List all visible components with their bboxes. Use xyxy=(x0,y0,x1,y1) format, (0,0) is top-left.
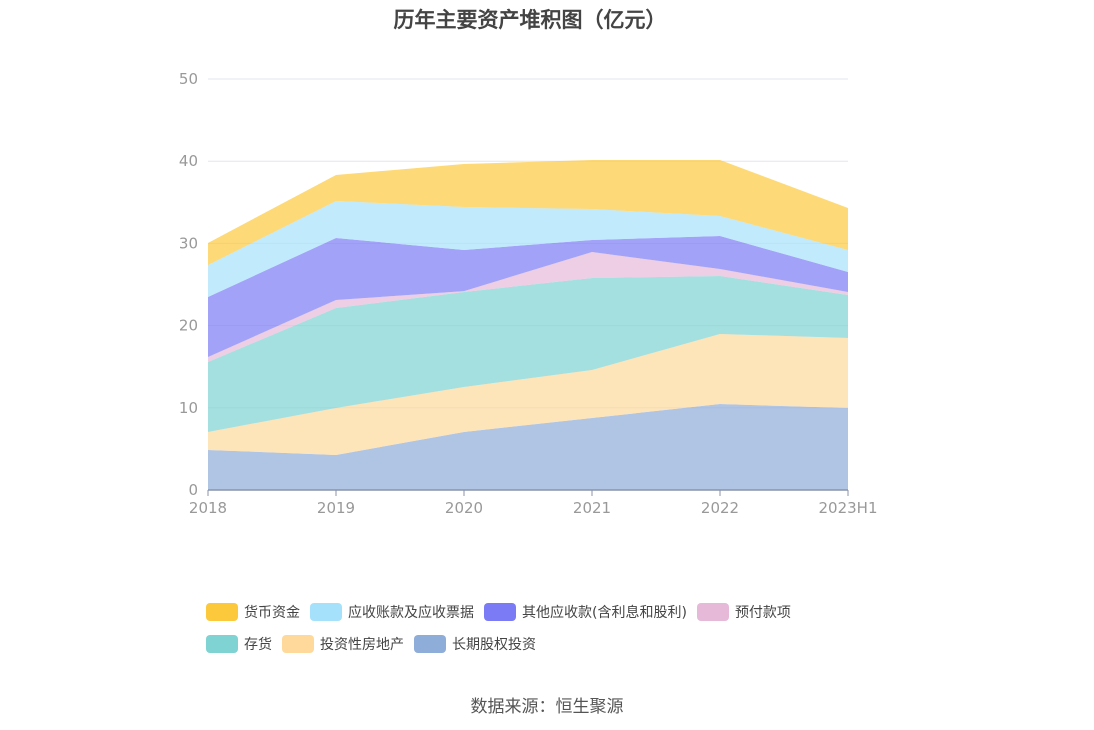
area-4 xyxy=(208,236,848,358)
area-5 xyxy=(208,200,848,297)
chart-title: 历年主要资产堆积图（亿元） xyxy=(393,8,667,32)
legend-item[interactable]: 预付款项 xyxy=(696,602,791,622)
legend-label: 长期股权投资 xyxy=(452,637,536,653)
data-source: 数据来源：恒生聚源 xyxy=(470,697,624,717)
y-tick-label: 10 xyxy=(179,399,198,417)
legend-swatch xyxy=(282,635,314,653)
y-tick-label: 40 xyxy=(179,152,198,170)
area-1 xyxy=(208,333,848,455)
legend-swatch xyxy=(414,635,446,653)
legend-swatch xyxy=(206,635,238,653)
area-3 xyxy=(208,252,848,363)
plot-area: 0 10 20 30 40 50 2018 2019 2020 2021 2022 2023H1 xyxy=(179,70,878,517)
legend-label: 存货 xyxy=(244,637,272,653)
x-tick-label: 2023H1 xyxy=(819,499,878,517)
x-tick-label: 2020 xyxy=(445,499,483,517)
legend-row: 存货 投资性房地产 长期股权投资 xyxy=(206,628,906,660)
x-tick-label: 2018 xyxy=(189,499,227,517)
legend: 货币资金 应收账款及应收票据 其他应收款(含利息和股利) 预付款项存货 投资性房地产 长期… xyxy=(206,596,906,660)
legend-swatch xyxy=(696,603,729,621)
legend-item[interactable]: 长期股权投资 xyxy=(414,634,536,654)
y-tick-label: 30 xyxy=(179,234,198,252)
area-2 xyxy=(208,276,848,432)
area-6 xyxy=(208,159,848,266)
legend-swatch xyxy=(484,603,516,621)
legend-label: 投资性房地产 xyxy=(320,637,404,653)
legend-swatch xyxy=(310,603,342,621)
legend-label: 应收账款及应收票据 xyxy=(348,605,474,621)
y-tick-label: 20 xyxy=(179,317,198,335)
x-tick-label: 2019 xyxy=(317,499,355,517)
legend-item[interactable]: 其他应收款(含利息和股利) xyxy=(484,602,687,622)
legend-item[interactable]: 投资性房地产 xyxy=(282,634,404,654)
y-tick-label: 0 xyxy=(188,481,198,499)
x-tick-label: 2022 xyxy=(701,499,739,517)
legend-row: 货币资金 应收账款及应收票据 其他应收款(含利息和股利) 预付款项 xyxy=(206,596,906,628)
legend-item[interactable]: 应收账款及应收票据 xyxy=(310,602,474,622)
area-0 xyxy=(208,404,848,490)
y-tick-label: 50 xyxy=(179,70,198,88)
legend-label: 其他应收款(含利息和股利) xyxy=(522,605,687,621)
x-tick-label: 2021 xyxy=(573,499,611,517)
legend-label: 货币资金 xyxy=(244,605,300,621)
legend-label: 预付款项 xyxy=(734,605,791,621)
legend-swatch xyxy=(206,603,238,621)
legend-item[interactable]: 存货 xyxy=(206,634,272,654)
legend-item[interactable]: 货币资金 xyxy=(206,602,300,622)
